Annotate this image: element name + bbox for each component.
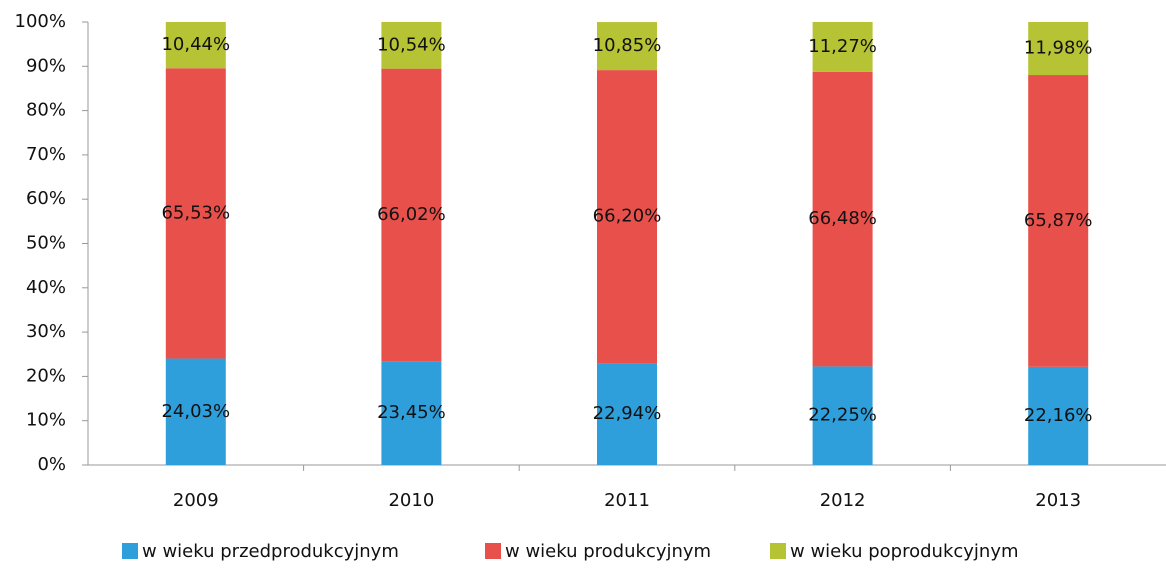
bar-segment xyxy=(597,70,657,364)
data-label: 10,44% xyxy=(161,34,230,55)
y-tick-label: 100% xyxy=(15,11,66,32)
bar-segment xyxy=(381,361,442,465)
bar-segment xyxy=(381,68,442,362)
data-label: 22,94% xyxy=(593,403,662,424)
data-label: 22,25% xyxy=(808,405,877,426)
data-label: 65,53% xyxy=(161,202,230,223)
data-label: 65,87% xyxy=(1024,210,1093,231)
bar-segment xyxy=(597,22,657,71)
legend-swatch xyxy=(485,543,501,559)
bar-segment xyxy=(812,22,873,72)
data-label: 66,48% xyxy=(808,208,877,229)
data-label: 66,20% xyxy=(593,206,662,227)
data-label: 11,98% xyxy=(1024,37,1093,58)
bar-segment xyxy=(812,366,873,465)
y-tick-label: 60% xyxy=(26,188,66,209)
bar-segment xyxy=(381,21,442,69)
data-label: 22,16% xyxy=(1024,405,1093,426)
y-tick-label: 70% xyxy=(26,144,66,165)
x-tick-label: 2009 xyxy=(173,490,219,511)
bar-segment xyxy=(1028,21,1089,76)
bar-segment xyxy=(812,71,873,367)
data-label: 66,02% xyxy=(377,204,446,225)
y-tick-label: 30% xyxy=(26,321,66,342)
bar-segment xyxy=(165,68,226,359)
x-tick-label: 2010 xyxy=(388,490,434,511)
y-tick-label: 50% xyxy=(26,233,66,254)
legend-label: w wieku przedprodukcyjnym xyxy=(142,541,399,562)
x-tick-label: 2011 xyxy=(604,490,650,511)
legend-swatch xyxy=(770,543,786,559)
y-tick-label: 10% xyxy=(26,410,66,431)
legend-label: w wieku produkcyjnym xyxy=(505,541,711,562)
bar-segment xyxy=(1028,366,1089,465)
data-label: 11,27% xyxy=(808,36,877,57)
bar-segment xyxy=(165,358,226,465)
bar-segment xyxy=(597,363,657,465)
y-tick-label: 20% xyxy=(26,365,66,386)
x-tick-label: 2012 xyxy=(820,490,866,511)
y-tick-label: 80% xyxy=(26,100,66,121)
data-label: 23,45% xyxy=(377,402,446,423)
data-label: 24,03% xyxy=(161,401,230,422)
data-label: 10,54% xyxy=(377,34,446,55)
bar-segment xyxy=(165,22,226,69)
y-tick-label: 90% xyxy=(26,55,66,76)
bar-segment xyxy=(1028,75,1089,367)
legend-label: w wieku poprodukcyjnym xyxy=(790,541,1019,562)
data-label: 10,85% xyxy=(593,35,662,56)
y-tick-label: 0% xyxy=(37,454,66,475)
legend-swatch xyxy=(122,543,138,559)
y-tick-label: 40% xyxy=(26,277,66,298)
x-tick-label: 2013 xyxy=(1035,490,1081,511)
